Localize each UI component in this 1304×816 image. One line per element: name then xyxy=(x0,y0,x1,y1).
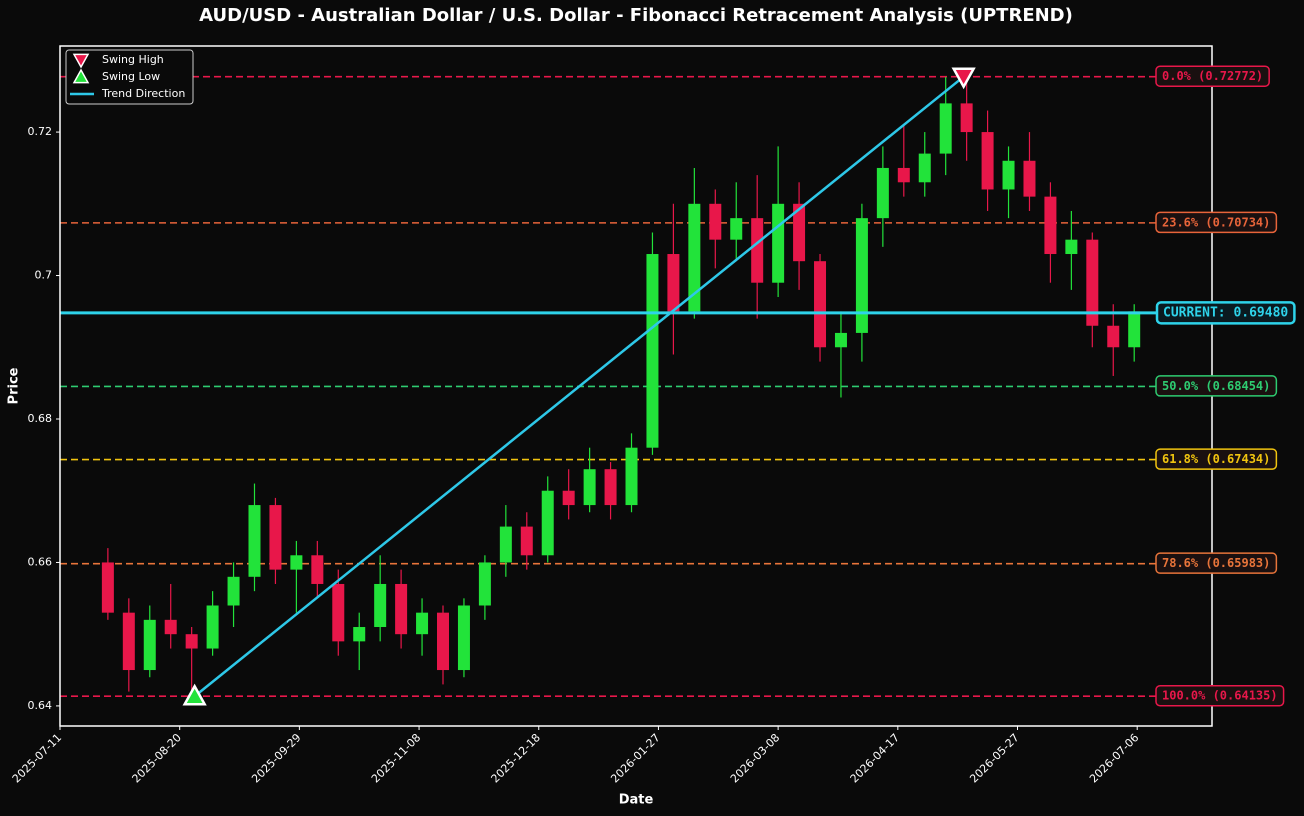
level-label-text: 50.0% (0.68454) xyxy=(1162,379,1270,393)
candle-body xyxy=(311,555,324,584)
candle-body xyxy=(227,576,240,606)
candle-body xyxy=(332,583,345,642)
candle-body xyxy=(290,555,303,570)
candle-body xyxy=(688,203,701,312)
candle-body xyxy=(730,218,743,240)
candle-body xyxy=(248,505,261,577)
level-label: 23.6% (0.70734) xyxy=(1155,211,1278,234)
candle-body xyxy=(876,167,889,219)
candle-body xyxy=(814,261,827,348)
candle-body xyxy=(185,634,198,649)
candle-body xyxy=(960,103,973,133)
candle-body xyxy=(604,469,617,506)
candle-body xyxy=(1128,311,1141,348)
candle-body xyxy=(499,526,512,563)
candle-body xyxy=(206,605,219,649)
level-label: 61.8% (0.67434) xyxy=(1155,448,1278,470)
candle-body xyxy=(855,218,868,333)
candle-body xyxy=(541,490,554,556)
label-box xyxy=(1155,301,1296,325)
y-tick-label: 0.72 xyxy=(28,125,53,138)
level-label-text: 100.0% (0.64135) xyxy=(1162,689,1278,703)
candle-body xyxy=(918,153,931,183)
legend-swatch xyxy=(72,53,90,69)
candle-body xyxy=(772,203,785,283)
y-tick-label: 0.66 xyxy=(28,555,53,568)
legend: Swing High Swing Low Trend Direction xyxy=(65,49,194,105)
candle-body xyxy=(1002,160,1015,190)
legend-label: Swing Low xyxy=(102,70,160,83)
trend-line xyxy=(193,75,965,698)
legend-box xyxy=(65,49,194,105)
candle-body xyxy=(1086,239,1099,326)
candle-body xyxy=(269,505,282,570)
candle-body xyxy=(646,254,659,448)
candle-body xyxy=(101,562,114,613)
candle-body xyxy=(625,447,638,506)
candle-body xyxy=(1044,196,1057,255)
candle-body xyxy=(1065,239,1078,255)
legend-swatch xyxy=(72,68,90,84)
candle-body xyxy=(793,203,806,262)
candle-body xyxy=(143,619,156,671)
label-box xyxy=(1155,375,1278,397)
candle-body xyxy=(897,167,910,183)
candle-body xyxy=(1023,160,1036,197)
candle-body xyxy=(395,583,408,635)
candle-body xyxy=(981,132,994,190)
level-label: 100.0% (0.64135) xyxy=(1155,684,1285,707)
label-box xyxy=(1155,65,1270,87)
level-label: CURRENT: 0.69480 xyxy=(1155,301,1296,325)
chart-title: AUD/USD - Australian Dollar / U.S. Dolla… xyxy=(199,5,1073,26)
swing-low-marker xyxy=(182,683,207,706)
level-label: 78.6% (0.65983) xyxy=(1155,552,1278,574)
candle-body xyxy=(1107,325,1120,348)
level-label-text: 0.0% (0.72772) xyxy=(1162,69,1263,83)
candle-body xyxy=(374,583,387,628)
y-tick-label: 0.68 xyxy=(28,412,53,425)
candle-body xyxy=(667,254,680,312)
candle-body xyxy=(353,627,366,642)
swing-high-marker xyxy=(951,67,976,90)
candle-body xyxy=(478,562,491,606)
legend-label: Swing High xyxy=(102,53,164,66)
level-label: 0.0% (0.72772) xyxy=(1155,65,1270,87)
candle-body xyxy=(939,103,952,154)
label-box xyxy=(1155,684,1285,707)
candle-body xyxy=(416,612,429,635)
candle-body xyxy=(520,526,533,556)
y-tick-label: 0.64 xyxy=(28,699,53,712)
level-label-text: 23.6% (0.70734) xyxy=(1162,215,1270,229)
level-label-text: 78.6% (0.65983) xyxy=(1162,556,1270,570)
label-box xyxy=(1155,211,1278,234)
candle-body xyxy=(437,612,450,671)
candle-body xyxy=(562,490,575,506)
candle-body xyxy=(751,218,764,283)
candle-body xyxy=(709,203,722,240)
plot-area xyxy=(60,67,1212,706)
level-label: 50.0% (0.68454) xyxy=(1155,375,1278,397)
level-label-text: CURRENT: 0.69480 xyxy=(1163,305,1288,320)
candle-body xyxy=(457,605,470,671)
label-box xyxy=(1155,448,1278,470)
x-axis-label: Date xyxy=(619,793,654,808)
label-box xyxy=(1155,552,1278,574)
candle-body xyxy=(834,332,847,348)
candle-body xyxy=(122,612,135,671)
candle-body xyxy=(583,469,596,506)
y-tick-label: 0.7 xyxy=(35,269,53,282)
legend-label: Trend Direction xyxy=(101,87,185,100)
y-axis-label: Price xyxy=(7,367,22,404)
candle-body xyxy=(164,619,177,635)
level-label-text: 61.8% (0.67434) xyxy=(1162,452,1270,466)
